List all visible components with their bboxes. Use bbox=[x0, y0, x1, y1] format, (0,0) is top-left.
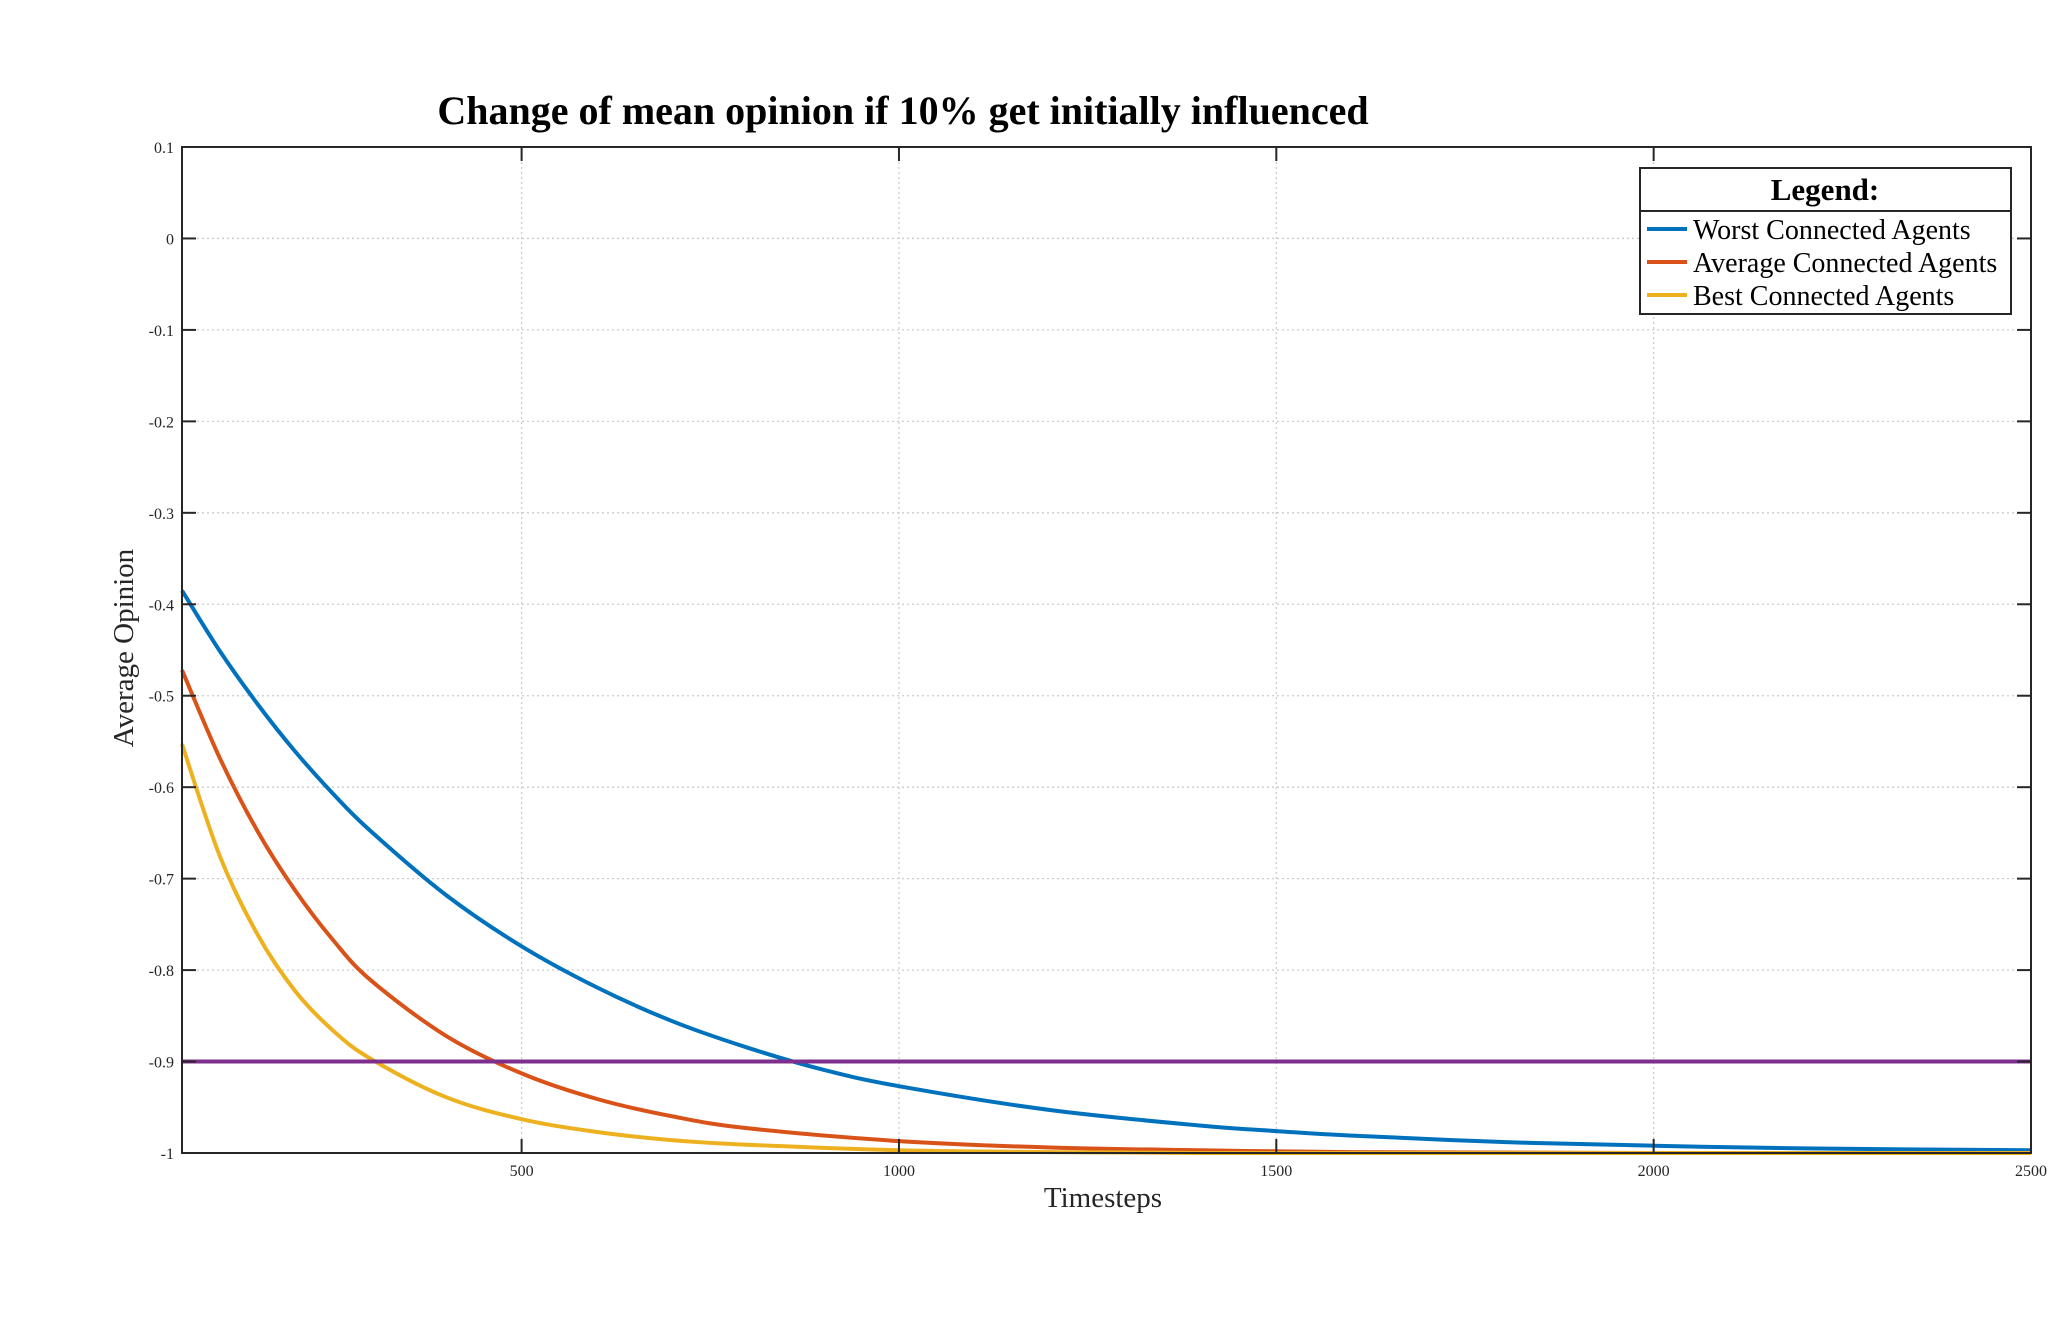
average-connected-agents-line bbox=[180, 669, 2031, 1156]
y-tick-label: -0.8 bbox=[149, 963, 174, 980]
legend-label-best-connected-agents: Best Connected Agents bbox=[1693, 281, 1954, 312]
legend-label-worst-connected-agents: Worst Connected Agents bbox=[1693, 215, 1971, 246]
y-tick-label: -0.5 bbox=[149, 689, 174, 706]
legend-label-average-connected-agents: Average Connected Agents bbox=[1693, 248, 1997, 279]
y-tick-labels: 0.1 0 -0.1 -0.2 -0.3 -0.4 -0.5 -0.6 -0.7 -0.8 -0.9… bbox=[149, 140, 174, 1163]
x-tick-label: 2000 bbox=[1638, 1163, 1670, 1180]
x-axis-title: Timesteps bbox=[1044, 1182, 1162, 1214]
y-tick-label: -0.2 bbox=[149, 414, 174, 431]
y-tick-label: 0.1 bbox=[154, 140, 174, 157]
series-lines bbox=[180, 589, 2032, 1156]
y-tick-label: -0.4 bbox=[149, 597, 174, 614]
x-tick-label: 2500 bbox=[2015, 1163, 2047, 1180]
chart-title: Change of mean opinion if 10% get initia… bbox=[437, 88, 1368, 133]
x-tick-labels: 500 1000 1500 2000 2500 bbox=[510, 1163, 2047, 1180]
legend-box bbox=[1639, 167, 2012, 315]
y-tick-label: 0 bbox=[166, 231, 174, 248]
x-tick-label: 500 bbox=[510, 1163, 534, 1180]
y-axis-title: Average Opinion bbox=[108, 548, 140, 747]
x-tick-label: 1000 bbox=[883, 1163, 915, 1180]
x-tick-label: 1500 bbox=[1260, 1163, 1292, 1180]
y-tick-label: -0.7 bbox=[149, 872, 174, 889]
best-connected-agents-line bbox=[180, 743, 2031, 1156]
y-tick-label: -0.1 bbox=[149, 323, 174, 340]
y-tick-label: -0.6 bbox=[149, 780, 174, 797]
legend-title: Legend: bbox=[1771, 172, 1880, 207]
plot-area-frame bbox=[181, 146, 2032, 1154]
y-tick-label: -0.9 bbox=[149, 1055, 174, 1072]
y-tick-label: -1 bbox=[161, 1146, 174, 1163]
y-tick-label: -0.3 bbox=[149, 506, 174, 523]
worst-connected-agents-line bbox=[180, 589, 2032, 1153]
